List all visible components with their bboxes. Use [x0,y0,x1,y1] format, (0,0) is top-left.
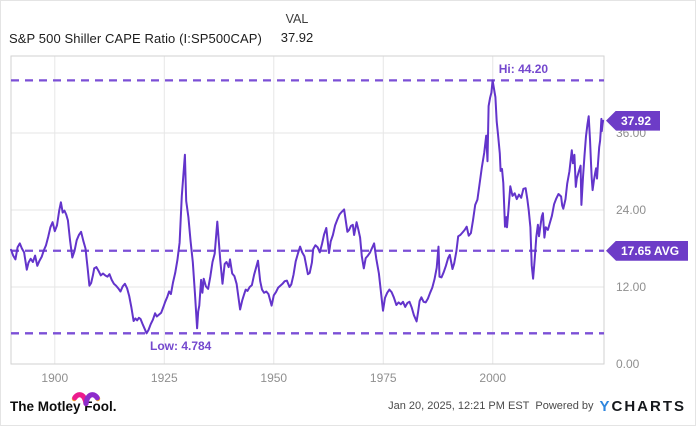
val-current-value: 37.92 [280,30,314,45]
footer-attribution: Jan 20, 2025, 12:21 PM EST Powered by YC… [388,398,686,415]
y-axis-label: 0.00 [616,357,640,371]
x-axis-label: 2000 [479,371,507,385]
chart-title: S&P 500 Shiller CAPE Ratio (I:SP500CAP) [9,31,262,46]
powered-by-text: Powered by [535,400,594,412]
ycharts-y-glyph: Y [599,397,612,415]
x-axis-label: 1950 [260,371,288,385]
high-annotation: Hi: 44.20 [498,62,549,77]
x-axis-label: 1975 [369,371,397,385]
footer-bar: The Motley Fool. Jan 20, 2025, 12:21 PM … [1,389,695,425]
ycharts-logo: YCHARTS [599,398,686,415]
low-annotation: Low: 4.784 [150,339,212,354]
motley-fool-logo: The Motley Fool. [10,391,117,414]
val-column-header: VAL [285,12,309,26]
motley-fool-wordmark: The Motley Fool. [10,398,117,414]
y-axis-label: 12.00 [616,280,647,294]
x-axis-label: 1925 [150,371,178,385]
cape-line-series [10,79,605,335]
y-axis-label: 24.00 [616,203,647,217]
x-axis-label: 1900 [41,371,69,385]
jester-hat-icon [71,391,101,406]
average-value-badge: 17.65 AVG [606,240,689,261]
plot-border [10,55,605,365]
current-value-badge: 37.92 [606,110,661,131]
ycharts-wordmark: CHARTS [611,397,686,415]
chart-timestamp: Jan 20, 2025, 12:21 PM EST [388,400,530,412]
